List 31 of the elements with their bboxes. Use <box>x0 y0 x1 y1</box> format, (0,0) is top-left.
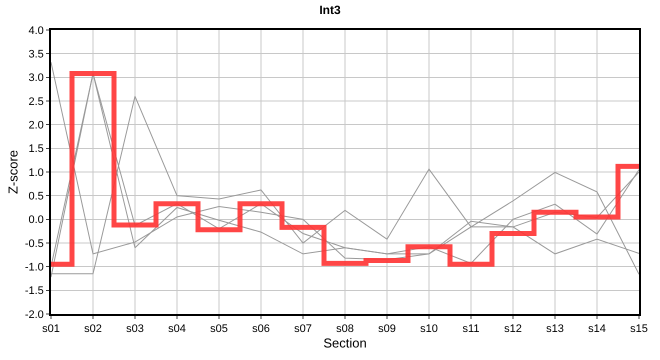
y-tick-label: 3.0 <box>28 72 44 84</box>
x-axis-title: Section <box>323 335 367 350</box>
x-tick-label: s08 <box>336 323 354 336</box>
y-tick-label: 2.5 <box>28 96 44 108</box>
x-tick-label: s10 <box>420 323 438 336</box>
x-tick-label: s05 <box>210 323 228 336</box>
y-tick-label: 4.0 <box>28 24 44 37</box>
y-tick-label: 1.5 <box>28 143 44 156</box>
x-tick-label: s06 <box>252 323 270 336</box>
x-tick-label: s04 <box>168 323 186 336</box>
y-tick-label: -0.5 <box>24 238 44 250</box>
x-tick-label: s14 <box>588 323 606 336</box>
y-tick-label: -1.0 <box>24 262 44 274</box>
y-tick-label: -1.5 <box>24 285 44 298</box>
y-tick-label: 0.5 <box>28 190 44 203</box>
x-tick-label: s01 <box>42 323 60 336</box>
x-tick-label: s15 <box>630 323 648 336</box>
y-tick-label: 3.5 <box>28 48 44 61</box>
x-tick-label: s11 <box>462 323 480 336</box>
x-tick-label: s07 <box>294 323 312 336</box>
y-tick-label: -2.0 <box>24 308 44 321</box>
y-tick-label: 2.0 <box>28 120 44 132</box>
x-tick-label: s09 <box>378 323 396 336</box>
y-axis-title: Z-score <box>5 150 20 194</box>
x-tick-label: s12 <box>504 323 522 336</box>
x-tick-label: s02 <box>84 323 102 336</box>
x-tick-label: s03 <box>126 323 144 336</box>
y-tick-label: 1.0 <box>28 166 44 179</box>
x-tick-label: s13 <box>546 323 564 336</box>
chart-title: Int3 <box>319 2 341 17</box>
y-tick-label: 0.0 <box>28 214 44 226</box>
